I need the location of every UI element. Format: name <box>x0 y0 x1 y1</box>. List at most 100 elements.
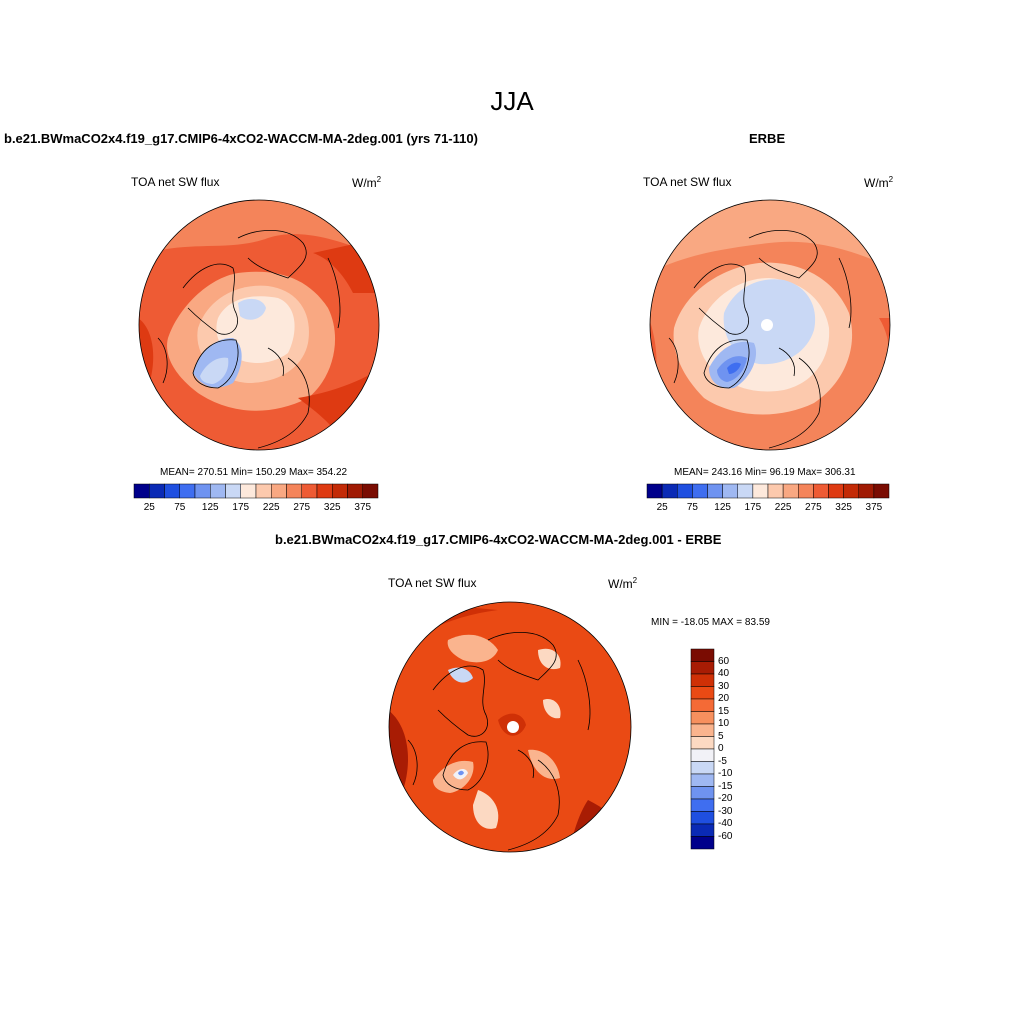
colorbar-tick-label: 0 <box>718 743 724 754</box>
colorbar-labels-obs: 25 75 125 175 225 275 325 375 <box>647 502 889 516</box>
colorbar-swatch <box>690 723 715 737</box>
stats-obs: MEAN= 243.16 Min= 96.19 Max= 306.31 <box>674 467 856 478</box>
units-label-model: W/m2 <box>352 175 382 190</box>
colorbar-tick-label: 30 <box>718 680 730 692</box>
colorbar-tick-label: 225 <box>774 502 792 513</box>
colorbar-swatch <box>690 798 715 812</box>
colorbar-swatch <box>873 483 890 499</box>
colorbar-tick-label: -5 <box>718 755 727 767</box>
colorbar-tick-label: -10 <box>718 768 733 779</box>
colorbar-swatch <box>225 483 241 499</box>
colorbar-tick-label: 25 <box>656 502 668 513</box>
colorbar-model <box>133 483 379 499</box>
colorbar-swatch <box>286 483 302 499</box>
colorbar-swatch <box>690 698 715 712</box>
colorbar-swatch <box>690 748 715 762</box>
colorbar-swatch <box>813 483 829 499</box>
panel-title-obs: ERBE <box>749 131 786 146</box>
colorbar-swatch <box>149 483 165 499</box>
colorbar-tick-label: 175 <box>232 502 250 513</box>
colorbar-swatch <box>316 483 333 499</box>
colorbar-swatch <box>646 483 663 499</box>
colorbar-swatch <box>798 483 814 499</box>
variable-label-obs: TOA net SW flux <box>643 175 732 189</box>
stats-diff: MIN = -18.05 MAX = 83.59 <box>651 617 770 628</box>
colorbar-tick-label: 375 <box>865 502 883 513</box>
colorbar-swatch <box>362 483 379 499</box>
colorbar-swatch <box>690 661 715 675</box>
units-label-obs: W/m2 <box>864 175 894 190</box>
colorbar-swatch <box>210 483 226 499</box>
colorbar-swatch <box>301 483 318 499</box>
colorbar-tick-label: 15 <box>718 705 730 717</box>
panel-title-model: b.e21.BWmaCO2x4.f19_g17.CMIP6-4xCO2-WACC… <box>4 131 478 146</box>
colorbar-swatch <box>690 786 715 800</box>
colorbar-tick-label: 20 <box>718 693 730 704</box>
variable-label-model: TOA net SW flux <box>131 175 220 189</box>
colorbar-swatch <box>690 686 715 700</box>
colorbar-tick-label: 10 <box>718 718 730 729</box>
main-title: JJA <box>490 86 534 116</box>
colorbar-swatch <box>164 483 180 499</box>
colorbar-swatch <box>843 483 859 499</box>
colorbar-swatch <box>722 483 738 499</box>
colorbar-swatch <box>737 483 754 499</box>
colorbar-swatch <box>347 483 363 499</box>
colorbar-labels-diff: 60 40 30 20 15 10 5 0 -5 -10 -15 -20 -30 -40 -60 <box>718 649 758 849</box>
colorbar-swatch <box>690 811 715 825</box>
colorbar-tick-label: 40 <box>718 668 730 679</box>
colorbar-tick-label: 325 <box>323 502 341 513</box>
colorbar-swatch <box>767 483 784 499</box>
colorbar-labels-model: 25 75 125 175 225 275 325 375 <box>134 502 378 516</box>
units-label-diff: W/m2 <box>608 576 638 591</box>
colorbar-swatch <box>661 483 678 499</box>
colorbar-swatch <box>690 836 715 850</box>
colorbar-tick-label: 375 <box>354 502 372 513</box>
colorbar-swatch <box>690 711 715 725</box>
colorbar-tick-label: 275 <box>293 502 311 513</box>
polar-map-obs <box>649 199 891 451</box>
colorbar-swatch <box>690 736 715 750</box>
colorbar-swatch <box>707 483 723 499</box>
colorbar-tick-label: -20 <box>718 793 733 804</box>
colorbar-tick-label: -30 <box>718 805 733 817</box>
colorbar-diff <box>690 648 715 850</box>
colorbar-swatch <box>194 483 211 499</box>
colorbar-swatch <box>677 483 693 499</box>
colorbar-swatch <box>133 483 150 499</box>
stats-model: MEAN= 270.51 Min= 150.29 Max= 354.22 <box>160 467 348 478</box>
colorbar-obs <box>646 483 890 499</box>
colorbar-tick-label: 5 <box>718 730 724 742</box>
colorbar-swatch <box>255 483 272 499</box>
colorbar-swatch <box>690 761 715 775</box>
colorbar-tick-label: 75 <box>174 502 186 513</box>
polar-map-model <box>138 199 380 451</box>
colorbar-tick-label: 60 <box>718 655 730 667</box>
colorbar-tick-label: 125 <box>714 502 731 513</box>
colorbar-swatch <box>752 483 769 499</box>
panel-title-diff: b.e21.BWmaCO2x4.f19_g17.CMIP6-4xCO2-WACC… <box>275 532 722 547</box>
colorbar-swatch <box>332 483 348 499</box>
colorbar-swatch <box>690 673 715 687</box>
colorbar-tick-label: -60 <box>718 830 733 842</box>
colorbar-swatch <box>692 483 708 499</box>
colorbar-tick-label: 325 <box>835 502 852 513</box>
colorbar-swatch <box>271 483 287 499</box>
colorbar-swatch <box>690 823 715 837</box>
colorbar-tick-label: 225 <box>262 502 280 513</box>
colorbar-tick-label: 275 <box>805 502 822 513</box>
colorbar-swatch <box>782 483 799 499</box>
colorbar-swatch <box>690 773 715 787</box>
colorbar-tick-label: 175 <box>744 502 762 513</box>
colorbar-swatch <box>858 483 875 499</box>
colorbar-tick-label: 75 <box>686 502 698 513</box>
colorbar-swatch <box>828 483 844 499</box>
colorbar-tick-label: -40 <box>718 818 733 829</box>
colorbar-swatch <box>690 648 715 662</box>
variable-label-diff: TOA net SW flux <box>388 576 477 590</box>
colorbar-tick-label: 25 <box>143 502 155 513</box>
colorbar-swatch <box>179 483 196 499</box>
colorbar-tick-label: 125 <box>201 502 219 513</box>
colorbar-tick-label: -15 <box>718 780 733 792</box>
polar-map-diff <box>388 601 632 853</box>
